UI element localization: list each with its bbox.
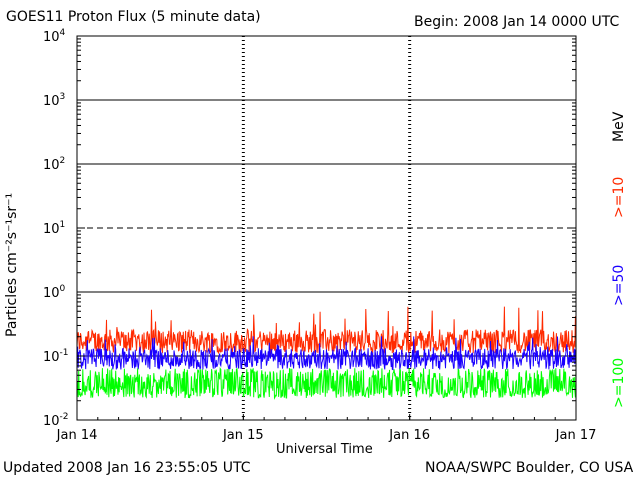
y-axis-label-text: Particles cm⁻²s⁻¹sr⁻¹	[4, 192, 20, 337]
begin-time: Begin: 2008 Jan 14 0000 UTC	[414, 14, 620, 30]
series-line-2	[76, 366, 577, 400]
x-tick-label-2: Jan 16	[388, 428, 430, 443]
updated-time: Updated 2008 Jan 16 23:55:05 UTC	[3, 460, 251, 476]
x-tick-label-1: Jan 15	[222, 428, 264, 443]
legend-ge10: >=10	[611, 176, 627, 218]
credit: NOAA/SWPC Boulder, CO USA	[425, 460, 634, 476]
x-tick-label-0: Jan 14	[56, 428, 98, 443]
chart-title: GOES11 Proton Flux (5 minute data)	[6, 9, 261, 25]
y-axis-label: Particles cm⁻²s⁻¹sr⁻¹	[4, 193, 20, 337]
legend-ge100: >=100	[611, 357, 627, 408]
y-tick-label-6: 10-2	[43, 412, 69, 429]
y-tick-label-1: 103	[43, 92, 65, 109]
x-axis-label: Universal Time	[276, 442, 373, 457]
unit-label: MeV	[611, 111, 627, 142]
legend-ge50: >=50	[611, 264, 627, 306]
series-line-1	[76, 336, 577, 371]
y-tick-label-4: 100	[43, 284, 66, 301]
y-tick-label-3: 101	[43, 220, 65, 237]
y-tick-label-2: 102	[43, 156, 65, 173]
y-tick-label-5: 10-1	[43, 348, 69, 365]
x-tick-label-3: Jan 17	[555, 428, 597, 443]
y-tick-label-0: 104	[43, 28, 66, 45]
